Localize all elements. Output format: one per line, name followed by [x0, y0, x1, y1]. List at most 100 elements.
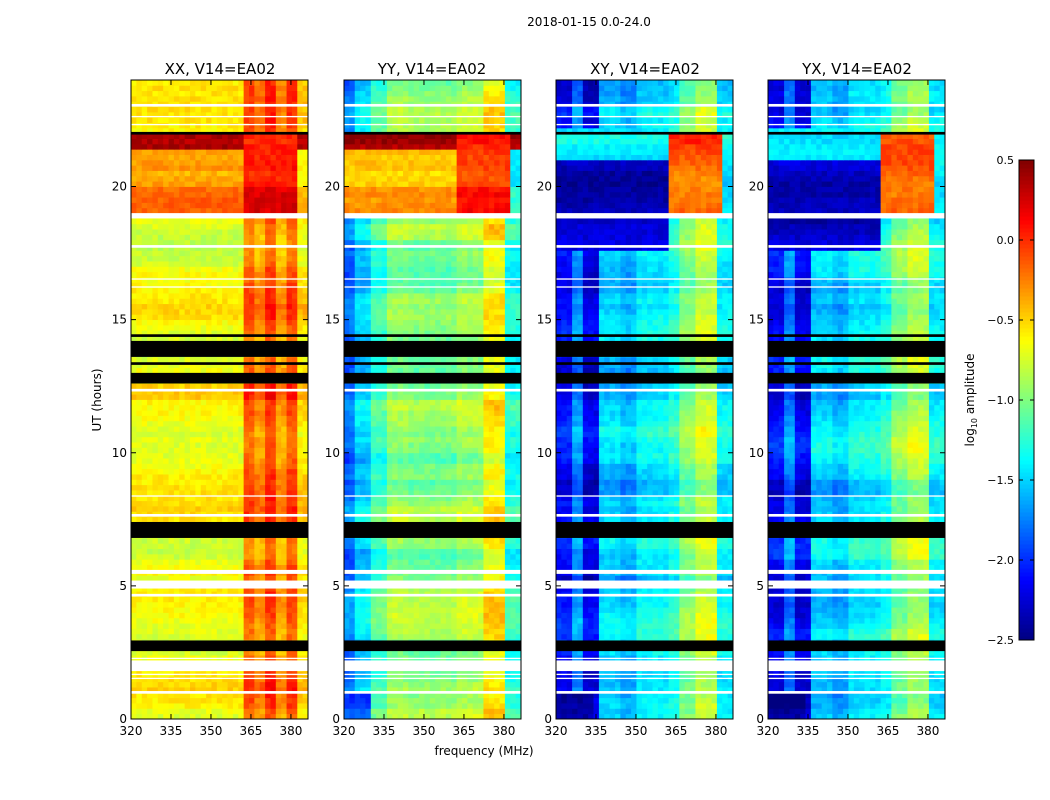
- heatmap-cell: [270, 559, 277, 565]
- heatmap-cell: [275, 330, 282, 337]
- heatmap-cell: [195, 676, 202, 683]
- heatmap-cell: [376, 676, 382, 683]
- heatmap-cell: [440, 703, 447, 709]
- heatmap-cell: [265, 127, 271, 134]
- heatmap-cell: [445, 585, 452, 592]
- heatmap-cell: [297, 181, 304, 187]
- heatmap-cell: [190, 293, 196, 299]
- heatmap-cell: [344, 612, 350, 619]
- heatmap-cell: [179, 596, 186, 603]
- heatmap-cell: [259, 133, 266, 139]
- heatmap-cell: [216, 117, 223, 124]
- heatmap-cell: [265, 612, 271, 619]
- heatmap-cell: [222, 623, 228, 629]
- heatmap-cell: [179, 245, 186, 251]
- heatmap-cell: [265, 239, 271, 246]
- heatmap-cell: [243, 649, 250, 656]
- heatmap-cell: [456, 628, 463, 635]
- heatmap-cell: [270, 111, 277, 118]
- heatmap-cell: [265, 537, 271, 544]
- heatmap-cell: [472, 628, 479, 635]
- heatmap-cell: [281, 633, 287, 640]
- heatmap-cell: [451, 692, 458, 699]
- heatmap-cell: [243, 500, 250, 507]
- heatmap-cell: [141, 687, 148, 693]
- heatmap-cell: [281, 250, 287, 257]
- heatmap-cell: [173, 548, 180, 555]
- heatmap-cell: [515, 676, 522, 683]
- heatmap-cell: [297, 506, 304, 512]
- heatmap-cell: [211, 95, 218, 102]
- heatmap-cell: [281, 458, 287, 464]
- heatmap-cell: [157, 404, 164, 411]
- heatmap-cell: [249, 633, 255, 640]
- heatmap-cell: [195, 415, 202, 422]
- heatmap-cell: [173, 239, 180, 246]
- heatmap-cell: [259, 553, 266, 560]
- heatmap-cell: [216, 628, 223, 635]
- heatmap-cell: [173, 261, 180, 267]
- heatmap-cell: [184, 277, 191, 283]
- heatmap-cell: [184, 553, 191, 560]
- heatmap-cell: [238, 266, 245, 273]
- heatmap-cell: [462, 708, 468, 715]
- heatmap-cell: [227, 543, 234, 549]
- heatmap-cell: [275, 90, 282, 97]
- heatmap-cell: [494, 692, 500, 699]
- heatmap-cell: [297, 633, 304, 640]
- heatmap-cell: [302, 175, 309, 182]
- heatmap-cell: [286, 436, 293, 443]
- heatmap-cell: [265, 404, 271, 411]
- heatmap-cell: [232, 85, 239, 92]
- heatmap-cell: [259, 362, 266, 368]
- flagged-row-white: [131, 691, 308, 694]
- heatmap-cell: [195, 703, 202, 709]
- heatmap-cell: [227, 623, 234, 629]
- heatmap-cell: [200, 506, 207, 512]
- heatmap-cell: [270, 575, 277, 581]
- heatmap-cell: [168, 239, 175, 246]
- heatmap-cell: [291, 106, 298, 113]
- heatmap-cell: [254, 404, 261, 411]
- heatmap-cell: [281, 298, 287, 305]
- heatmap-cell: [157, 415, 164, 422]
- heatmap-cell: [232, 324, 239, 331]
- heatmap-cell: [270, 516, 277, 523]
- heatmap-cell: [216, 271, 223, 278]
- heatmap-cell: [302, 436, 309, 443]
- heatmap-cell: [297, 394, 304, 400]
- heatmap-cell: [211, 458, 218, 464]
- heatmap-cell: [163, 250, 169, 257]
- heatmap-cell: [190, 234, 196, 241]
- heatmap-cell: [136, 324, 143, 331]
- heatmap-cell: [281, 149, 287, 155]
- heatmap-cell: [152, 420, 159, 427]
- heatmap-cell: [265, 623, 271, 629]
- heatmap-cell: [408, 585, 415, 592]
- heatmap-cell: [195, 335, 202, 342]
- heatmap-cell: [297, 165, 304, 171]
- heatmap-cell: [397, 633, 404, 640]
- heatmap-cell: [499, 575, 506, 581]
- heatmap-cell: [281, 111, 287, 118]
- heatmap-cell: [249, 553, 255, 560]
- heatmap-cell: [291, 255, 298, 262]
- heatmap-cell: [360, 564, 366, 571]
- heatmap-cell: [419, 628, 425, 635]
- heatmap-cell: [243, 149, 250, 155]
- heatmap-cell: [216, 687, 223, 693]
- heatmap-cell: [275, 537, 282, 544]
- heatmap-cell: [211, 314, 218, 321]
- heatmap-cell: [440, 697, 447, 704]
- heatmap-cell: [232, 713, 239, 720]
- heatmap-cell: [206, 383, 212, 390]
- heatmap-cell: [238, 410, 245, 416]
- heatmap-cell: [515, 697, 522, 704]
- heatmap-cell: [365, 596, 372, 603]
- heatmap-cell: [222, 575, 228, 581]
- heatmap-cell: [270, 415, 277, 422]
- heatmap-cell: [147, 181, 153, 187]
- heatmap-cell: [259, 165, 266, 171]
- heatmap-cell: [232, 633, 239, 640]
- heatmap-cell: [238, 436, 245, 443]
